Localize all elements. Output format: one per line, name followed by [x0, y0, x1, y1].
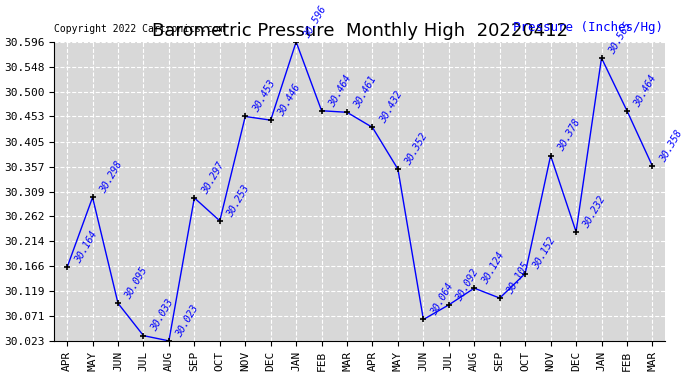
Text: 30.023: 30.023	[175, 303, 201, 339]
Title: Barometric Pressure  Monthly High  20220412: Barometric Pressure Monthly High 2022041…	[152, 22, 568, 40]
Text: 30.297: 30.297	[200, 160, 226, 196]
Text: 30.253: 30.253	[226, 183, 252, 219]
Text: 30.232: 30.232	[582, 194, 608, 230]
Text: 30.064: 30.064	[429, 282, 455, 317]
Text: 30.152: 30.152	[531, 236, 557, 272]
Text: Pressure (Inches/Hg): Pressure (Inches/Hg)	[513, 21, 663, 34]
Text: 30.092: 30.092	[455, 267, 481, 303]
Text: 30.596: 30.596	[302, 4, 328, 40]
Text: 30.565: 30.565	[607, 20, 633, 56]
Text: 30.352: 30.352	[404, 132, 430, 167]
Text: 30.453: 30.453	[250, 79, 277, 114]
Text: 30.124: 30.124	[480, 251, 506, 286]
Text: 30.095: 30.095	[124, 266, 150, 301]
Text: 30.464: 30.464	[327, 73, 353, 109]
Text: 30.298: 30.298	[98, 160, 124, 195]
Text: Copyright 2022 Cartronics.com: Copyright 2022 Cartronics.com	[55, 24, 225, 34]
Text: 30.378: 30.378	[556, 118, 582, 153]
Text: 30.461: 30.461	[353, 75, 379, 110]
Text: 30.358: 30.358	[658, 128, 684, 164]
Text: 30.164: 30.164	[72, 230, 99, 265]
Text: 30.446: 30.446	[276, 82, 302, 118]
Text: 30.432: 30.432	[378, 90, 404, 125]
Text: 30.033: 30.033	[149, 298, 175, 333]
Text: 30.464: 30.464	[633, 73, 659, 109]
Text: 30.105: 30.105	[505, 260, 531, 296]
